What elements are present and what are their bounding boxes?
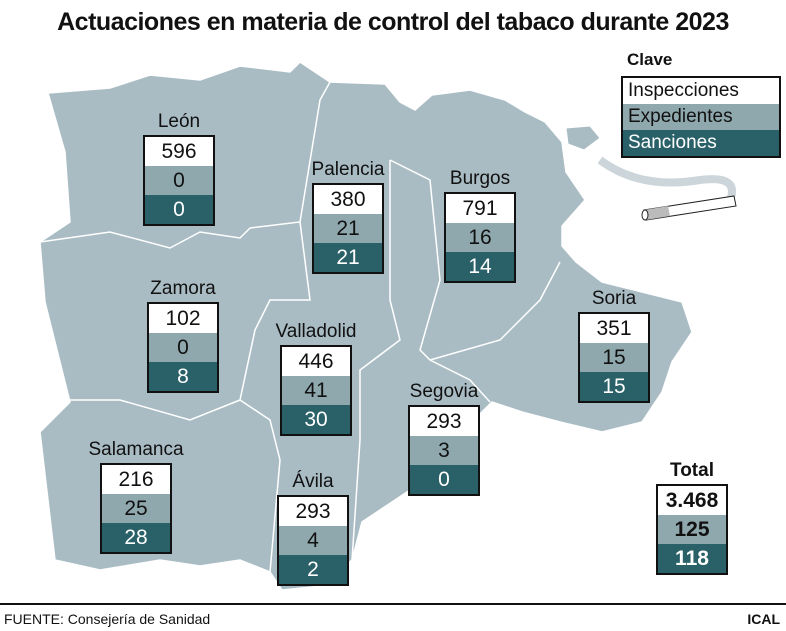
province-name: Zamora xyxy=(150,278,216,299)
sanciones-value: 8 xyxy=(149,362,217,391)
expedientes-value: 0 xyxy=(149,333,217,362)
province-salamanca: Salamanca 216 25 28 xyxy=(88,439,184,554)
sanciones-value: 28 xyxy=(102,523,170,552)
sanciones-value: 15 xyxy=(580,372,648,401)
total-label: Total xyxy=(670,460,714,481)
treviño-enclave xyxy=(565,125,601,151)
expedientes-value: 16 xyxy=(446,223,514,252)
inspecciones-value: 102 xyxy=(149,304,217,333)
expedientes-value: 25 xyxy=(102,494,170,523)
expedientes-value: 21 xyxy=(314,214,382,243)
expedientes-value: 4 xyxy=(279,526,347,555)
expedientes-value: 41 xyxy=(282,376,350,405)
province-name: León xyxy=(157,111,201,132)
expedientes-value: 15 xyxy=(580,343,648,372)
expedientes-value: 0 xyxy=(145,166,213,195)
province-avila: Ávila 293 4 2 xyxy=(277,471,349,586)
sanciones-value: 0 xyxy=(145,195,213,224)
sanciones-value: 2 xyxy=(279,555,347,584)
legend-sanciones: Sanciones xyxy=(623,130,779,156)
legend-title: Clave xyxy=(627,50,673,69)
sanciones-value: 30 xyxy=(282,405,350,434)
source-label: FUENTE: xyxy=(4,611,64,627)
sanciones-value: 0 xyxy=(410,465,478,494)
sanciones-total: 118 xyxy=(658,544,726,573)
legend: Inspecciones Expedientes Sanciones xyxy=(621,76,781,158)
cigarette-icon xyxy=(597,156,737,221)
inspecciones-value: 380 xyxy=(314,185,382,214)
province-burgos: Burgos 791 16 14 xyxy=(444,168,516,283)
inspecciones-value: 446 xyxy=(282,347,350,376)
chart-title: Actuaciones en materia de control del ta… xyxy=(57,8,729,36)
credit: ICAL xyxy=(747,611,780,627)
inspecciones-value: 791 xyxy=(446,194,514,223)
province-zamora: Zamora 102 0 8 xyxy=(147,278,219,393)
province-segovia: Segovia 293 3 0 xyxy=(408,381,480,496)
sanciones-value: 14 xyxy=(446,252,514,281)
inspecciones-value: 293 xyxy=(279,497,347,526)
province-borders xyxy=(39,81,561,573)
province-valladolid: Valladolid 446 41 30 xyxy=(276,321,356,436)
province-soria: Soria 351 15 15 xyxy=(578,288,650,403)
inspecciones-value: 216 xyxy=(102,465,170,494)
legend-inspecciones: Inspecciones xyxy=(623,78,779,104)
footer-divider xyxy=(0,603,786,605)
province-name: Salamanca xyxy=(88,439,184,460)
province-name: Soria xyxy=(591,288,637,309)
expedientes-total: 125 xyxy=(658,515,726,544)
inspecciones-value: 596 xyxy=(145,137,213,166)
province-palencia: Palencia 380 21 21 xyxy=(312,159,384,274)
province-name: Segovia xyxy=(409,381,479,402)
sanciones-value: 21 xyxy=(314,243,382,272)
source-text: Consejería de Sanidad xyxy=(67,611,211,627)
inspecciones-value: 293 xyxy=(410,407,478,436)
inspecciones-value: 351 xyxy=(580,314,648,343)
total: Total 3.468 125 118 xyxy=(656,460,728,575)
province-name: Palencia xyxy=(311,159,385,180)
legend-expedientes: Expedientes xyxy=(623,104,779,130)
expedientes-value: 3 xyxy=(410,436,478,465)
inspecciones-total: 3.468 xyxy=(658,486,726,515)
province-leon: León 596 0 0 xyxy=(143,111,215,226)
province-name: Ávila xyxy=(292,471,334,492)
province-name: Burgos xyxy=(449,168,511,189)
province-name: Valladolid xyxy=(275,321,357,342)
source: FUENTE: Consejería de Sanidad xyxy=(4,611,210,627)
